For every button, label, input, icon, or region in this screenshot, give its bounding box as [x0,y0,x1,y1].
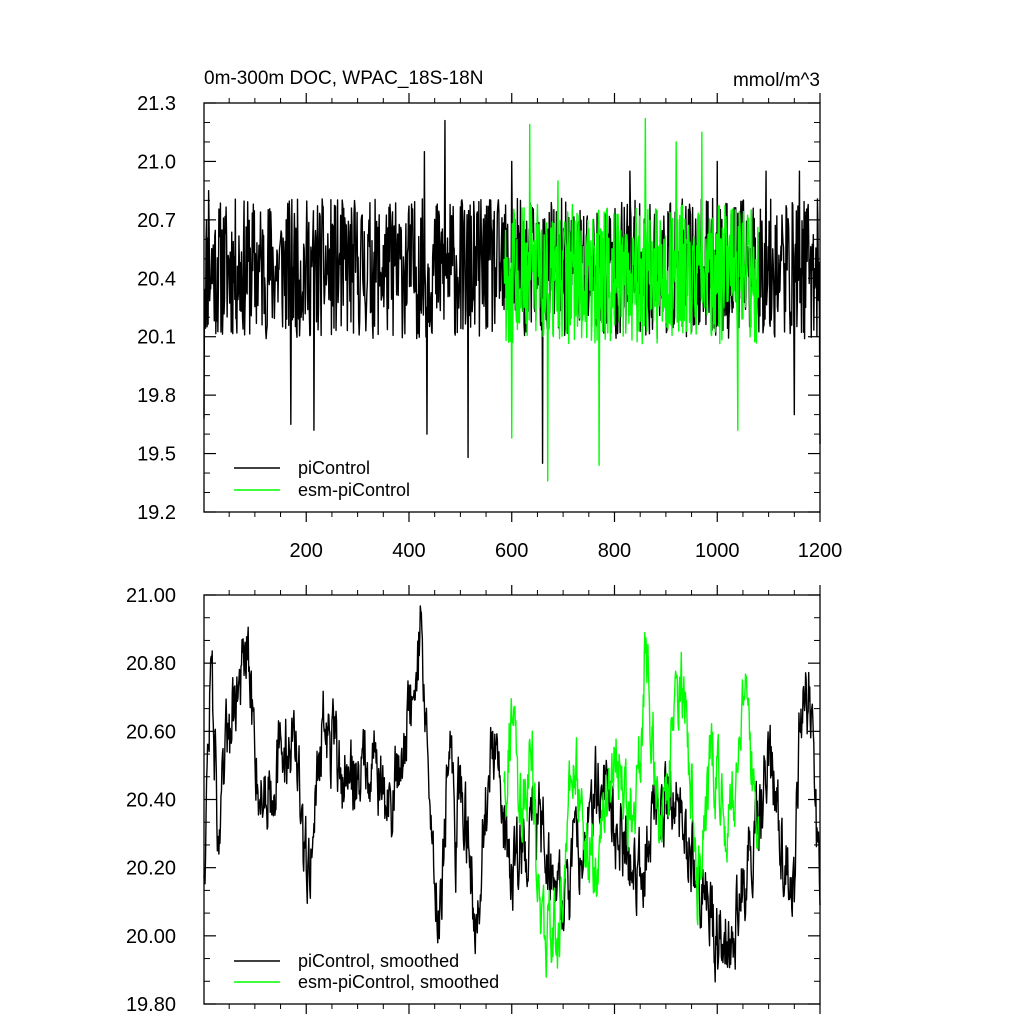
y-tick-label: 21.3 [137,93,176,115]
top-axes: 19.2 19.5 19.8 20.1 20.4 20.7 21.0 21.3 200 400 60… [137,93,842,562]
series-line-picontrol-smoothed [203,605,821,983]
y-tick-label: 21.0 [137,151,176,173]
y-tick-label: 20.7 [137,210,176,232]
y-tick-label: 20.4 [137,268,176,290]
top-panel: 0m-300m DOC, WPAC_18S-18N mmol/m^3 19.21… [137,68,842,562]
x-tick-label: 800 [598,540,631,562]
bottom-axes: 19.80 20.00 20.20 20.40 20.60 20.80 21.00 [126,585,821,1016]
y-tick-label: 20.1 [137,327,176,349]
y-tick-label: 19.5 [137,444,176,466]
bottom-legend: piControl, smoothed esm-piControl, smoot… [234,951,499,992]
y-tick-label: 20.00 [126,926,176,948]
y-tick-label: 19.8 [137,385,176,407]
series-line-esm-picontrol [503,117,760,482]
top-panel-title: 0m-300m DOC, WPAC_18S-18N [204,68,483,89]
x-tick-label: 400 [392,540,425,562]
legend-label-esm-picontrol: esm-piControl [298,480,410,500]
x-tick-label: 1000 [695,540,740,562]
top-series-layer [203,117,821,482]
y-tick-label: 20.80 [126,653,176,675]
y-tick-label: 20.20 [126,858,176,880]
y-tick-label: 19.2 [137,502,176,524]
bottom-panel: 19.80 20.00 20.20 20.40 20.60 20.80 21.00 piCo… [126,585,821,1016]
legend-label-picontrol-smoothed: piControl, smoothed [298,951,459,971]
legend-label-esm-picontrol-smoothed: esm-piControl, smoothed [298,972,499,992]
legend-label-picontrol: piControl [298,458,370,478]
y-tick-label: 21.00 [126,585,176,607]
y-tick-label: 20.40 [126,790,176,812]
bottom-series-layer [203,605,821,983]
series-line-picontrol [203,119,821,465]
y-tick-label: 19.80 [126,994,176,1016]
series-line-esm-picontrol-smoothed [503,631,760,978]
x-tick-label: 600 [495,540,528,562]
x-tick-label: 1200 [798,540,843,562]
x-tick-label: 200 [290,540,323,562]
top-legend: piControl esm-piControl [234,458,410,500]
y-tick-label: 20.60 [126,721,176,743]
top-panel-units: mmol/m^3 [733,70,820,91]
